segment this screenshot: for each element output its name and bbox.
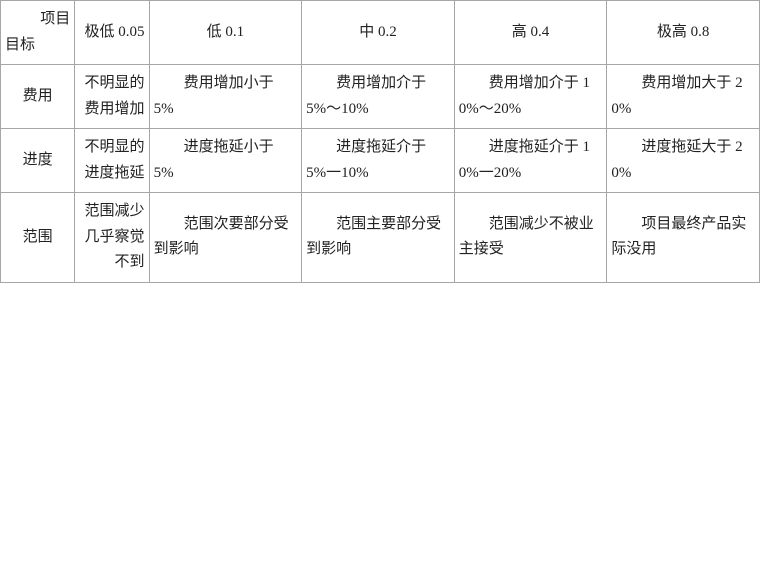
cell: 范围主要部分受到影响 (302, 193, 455, 283)
table-row: 范围 范围减少几乎察觉不到 范围次要部分受到影响 范围主要部分受到影响 范围减少… (1, 193, 760, 283)
row-label-scope: 范围 (1, 193, 75, 283)
header-col-medium: 中 0.2 (302, 1, 455, 65)
header-diag-top: 项目 (5, 7, 70, 33)
cell: 范围减少不被业主接受 (454, 193, 607, 283)
cell: 费用增加介于 5%～10% (302, 65, 455, 129)
row-label-cost: 费用 (1, 65, 75, 129)
row-label-schedule: 进度 (1, 129, 75, 193)
cell: 进度拖延大于 20% (607, 129, 760, 193)
cell: 费用增加介于 10%～20% (454, 65, 607, 129)
header-diag-bottom: 目标 (5, 33, 70, 59)
cell: 费用增加大于 20% (607, 65, 760, 129)
table-row: 费用 不明显的费用增加 费用增加小于 5% 费用增加介于 5%～10% 费用增加… (1, 65, 760, 129)
header-col-very-low: 极低 0.05 (75, 1, 149, 65)
header-col-very-high: 极高 0.8 (607, 1, 760, 65)
cell: 范围减少几乎察觉不到 (75, 193, 149, 283)
cell: 进度拖延介于 5%一10% (302, 129, 455, 193)
cell: 不明显的进度拖延 (75, 129, 149, 193)
table-row: 进度 不明显的进度拖延 进度拖延小于 5% 进度拖延介于 5%一10% 进度拖延… (1, 129, 760, 193)
cell: 不明显的费用增加 (75, 65, 149, 129)
table-header-row: 项目 目标 极低 0.05 低 0.1 中 0.2 高 0.4 极高 0.8 (1, 1, 760, 65)
cell: 进度拖延介于 10%一20% (454, 129, 607, 193)
header-col-high: 高 0.4 (454, 1, 607, 65)
cell: 范围次要部分受到影响 (149, 193, 302, 283)
cell: 费用增加小于 5% (149, 65, 302, 129)
header-col-low: 低 0.1 (149, 1, 302, 65)
header-diagonal-cell: 项目 目标 (1, 1, 75, 65)
cell: 项目最终产品实际没用 (607, 193, 760, 283)
risk-impact-table: 项目 目标 极低 0.05 低 0.1 中 0.2 高 0.4 极高 0.8 费… (0, 0, 760, 283)
cell: 进度拖延小于 5% (149, 129, 302, 193)
